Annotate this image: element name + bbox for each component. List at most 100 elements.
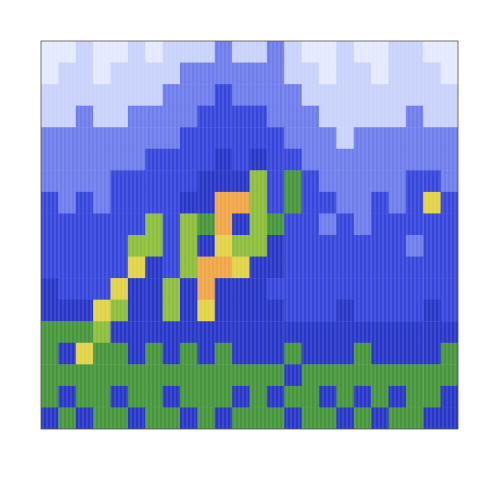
streak bbox=[207, 41, 208, 429]
cell bbox=[41, 106, 59, 128]
streak bbox=[323, 41, 324, 429]
cell bbox=[371, 63, 389, 85]
cell bbox=[250, 84, 268, 106]
streak bbox=[431, 41, 432, 429]
streak bbox=[195, 41, 196, 429]
cell bbox=[423, 386, 441, 408]
cell bbox=[319, 300, 337, 322]
cell bbox=[423, 235, 441, 257]
cell bbox=[250, 149, 268, 171]
cell bbox=[319, 170, 337, 192]
cell bbox=[163, 63, 181, 85]
cell bbox=[371, 300, 389, 322]
cell bbox=[163, 192, 181, 214]
cell bbox=[93, 235, 111, 257]
streak bbox=[75, 41, 76, 429]
cell bbox=[41, 84, 59, 106]
streak bbox=[247, 41, 248, 429]
streak bbox=[411, 41, 412, 429]
cell bbox=[319, 127, 337, 149]
streak bbox=[111, 41, 112, 429]
cell bbox=[41, 300, 59, 322]
streak bbox=[99, 41, 100, 429]
cell bbox=[197, 257, 215, 279]
streak bbox=[83, 41, 84, 429]
cell bbox=[215, 41, 233, 63]
streak bbox=[351, 41, 352, 429]
cell bbox=[41, 407, 59, 429]
streak bbox=[379, 41, 380, 429]
streak bbox=[135, 41, 136, 429]
cell bbox=[145, 127, 163, 149]
streak bbox=[43, 41, 44, 429]
streak bbox=[287, 41, 288, 429]
cell bbox=[145, 257, 163, 279]
streak bbox=[259, 41, 260, 429]
streak bbox=[267, 41, 268, 429]
cell bbox=[215, 63, 233, 85]
cell bbox=[319, 106, 337, 128]
streak bbox=[235, 41, 236, 429]
cell bbox=[197, 235, 215, 257]
cell bbox=[197, 106, 215, 128]
streak bbox=[383, 41, 384, 429]
cell bbox=[197, 192, 215, 214]
cell bbox=[250, 192, 268, 214]
cell bbox=[319, 321, 337, 343]
cell bbox=[163, 321, 181, 343]
cell bbox=[250, 41, 268, 63]
streak bbox=[359, 41, 360, 429]
cell bbox=[371, 41, 389, 63]
streak bbox=[127, 41, 128, 429]
cell bbox=[145, 278, 163, 300]
cell bbox=[93, 257, 111, 279]
streak bbox=[155, 41, 156, 429]
streak bbox=[263, 41, 264, 429]
streak bbox=[279, 41, 280, 429]
cell bbox=[371, 213, 389, 235]
streak bbox=[215, 41, 216, 429]
streak bbox=[375, 41, 376, 429]
streak bbox=[55, 41, 56, 429]
streak bbox=[363, 41, 364, 429]
cell bbox=[93, 192, 111, 214]
streak bbox=[103, 41, 104, 429]
streak bbox=[67, 41, 68, 429]
cell bbox=[215, 170, 233, 192]
cell bbox=[145, 170, 163, 192]
streak bbox=[339, 41, 340, 429]
cell bbox=[163, 407, 181, 429]
streak bbox=[243, 41, 244, 429]
cell bbox=[267, 127, 285, 149]
cell bbox=[93, 63, 111, 85]
cell bbox=[267, 386, 285, 408]
streak bbox=[191, 41, 192, 429]
cell bbox=[163, 343, 181, 365]
streak bbox=[167, 41, 168, 429]
cell bbox=[197, 278, 215, 300]
cell bbox=[145, 386, 163, 408]
cell bbox=[93, 343, 111, 365]
cell bbox=[215, 278, 233, 300]
streak bbox=[231, 41, 232, 429]
cell bbox=[145, 192, 163, 214]
cell bbox=[41, 192, 59, 214]
cell bbox=[145, 407, 163, 429]
cell bbox=[371, 364, 389, 386]
streak bbox=[451, 41, 452, 429]
streak bbox=[163, 41, 164, 429]
cell bbox=[215, 127, 233, 149]
cell bbox=[319, 278, 337, 300]
cell bbox=[163, 364, 181, 386]
cell bbox=[267, 63, 285, 85]
cell bbox=[215, 321, 233, 343]
cell bbox=[215, 213, 233, 235]
cell bbox=[145, 84, 163, 106]
cell bbox=[197, 127, 215, 149]
cell bbox=[250, 364, 268, 386]
streak bbox=[355, 41, 356, 429]
cell bbox=[163, 149, 181, 171]
cell bbox=[197, 41, 215, 63]
cell bbox=[319, 235, 337, 257]
cell bbox=[267, 407, 285, 429]
